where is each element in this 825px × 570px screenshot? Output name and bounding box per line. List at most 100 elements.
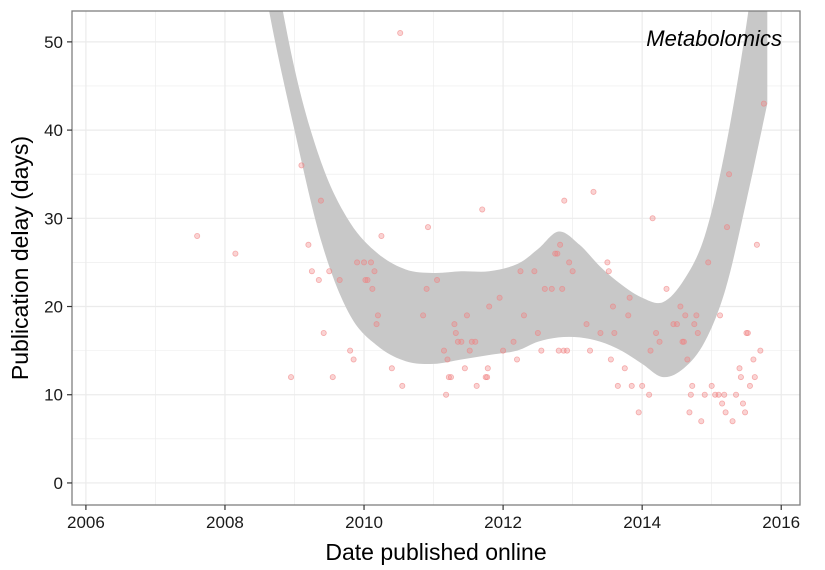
data-point bbox=[434, 277, 441, 284]
data-point bbox=[680, 338, 687, 345]
data-point bbox=[736, 365, 743, 372]
data-point bbox=[682, 312, 689, 319]
data-point bbox=[694, 329, 701, 336]
data-point bbox=[687, 391, 694, 398]
data-point bbox=[559, 285, 566, 292]
data-point bbox=[569, 268, 576, 275]
data-point bbox=[447, 374, 454, 381]
data-point bbox=[635, 409, 642, 416]
data-point bbox=[288, 374, 295, 381]
data-point bbox=[717, 312, 724, 319]
data-point bbox=[538, 347, 545, 354]
data-point bbox=[326, 268, 333, 275]
data-point bbox=[590, 188, 597, 195]
data-point bbox=[452, 329, 459, 336]
data-point bbox=[420, 312, 427, 319]
data-point bbox=[614, 382, 621, 389]
y-tick-label: 50 bbox=[44, 33, 63, 52]
data-point bbox=[757, 347, 764, 354]
data-point bbox=[520, 312, 527, 319]
data-point bbox=[463, 312, 470, 319]
data-point bbox=[484, 374, 491, 381]
data-point bbox=[510, 338, 517, 345]
data-point bbox=[315, 277, 322, 284]
data-point bbox=[663, 285, 670, 292]
data-point bbox=[473, 382, 480, 389]
data-point bbox=[625, 312, 632, 319]
data-point bbox=[552, 250, 559, 257]
data-point bbox=[733, 391, 740, 398]
data-point bbox=[691, 321, 698, 328]
data-point bbox=[232, 250, 239, 257]
data-point bbox=[374, 312, 381, 319]
data-point bbox=[583, 321, 590, 328]
data-point bbox=[517, 268, 524, 275]
data-point bbox=[656, 338, 663, 345]
data-point bbox=[677, 303, 684, 310]
data-point bbox=[350, 356, 357, 363]
data-point bbox=[646, 391, 653, 398]
data-point bbox=[194, 232, 201, 239]
data-point bbox=[373, 321, 380, 328]
data-point bbox=[760, 100, 767, 107]
data-point bbox=[444, 356, 451, 363]
data-point bbox=[723, 224, 730, 231]
data-point bbox=[561, 197, 568, 204]
data-point bbox=[753, 241, 760, 248]
data-point bbox=[388, 365, 395, 372]
data-point bbox=[466, 347, 473, 354]
smooth-band bbox=[269, 11, 768, 378]
y-axis: 0 10 20 30 40 50 bbox=[44, 33, 72, 493]
x-tick-label: 2016 bbox=[762, 513, 800, 532]
panel-background bbox=[72, 11, 800, 505]
panel-border bbox=[71, 10, 801, 506]
data-point bbox=[320, 329, 327, 336]
data-point bbox=[686, 409, 693, 416]
data-point bbox=[308, 268, 315, 275]
data-point bbox=[458, 338, 465, 345]
data-point bbox=[362, 277, 369, 284]
data-point bbox=[496, 294, 503, 301]
data-point bbox=[693, 312, 700, 319]
data-point bbox=[649, 215, 656, 222]
data-point bbox=[607, 356, 614, 363]
data-point bbox=[305, 241, 312, 248]
y-tick-label: 0 bbox=[54, 474, 63, 493]
data-point bbox=[378, 232, 385, 239]
data-point bbox=[715, 391, 722, 398]
data-point bbox=[689, 382, 696, 389]
data-point bbox=[534, 329, 541, 336]
data-point bbox=[440, 347, 447, 354]
data-point bbox=[729, 418, 736, 425]
data-point bbox=[347, 347, 354, 354]
data-point bbox=[621, 365, 628, 372]
data-point bbox=[445, 374, 452, 381]
data-point bbox=[472, 338, 479, 345]
data-point bbox=[737, 374, 744, 381]
data-point bbox=[484, 365, 491, 372]
data-point bbox=[611, 329, 618, 336]
data-point bbox=[555, 347, 562, 354]
data-point bbox=[604, 259, 611, 266]
data-point bbox=[639, 382, 646, 389]
data-point bbox=[750, 356, 757, 363]
data-point bbox=[684, 356, 691, 363]
data-point bbox=[329, 374, 336, 381]
data-point bbox=[531, 268, 538, 275]
data-point bbox=[500, 347, 507, 354]
data-point bbox=[461, 365, 468, 372]
x-axis-title: Date published online bbox=[325, 539, 546, 565]
data-point bbox=[701, 391, 708, 398]
data-point bbox=[673, 321, 680, 328]
data-point bbox=[708, 382, 715, 389]
grid-lines bbox=[72, 11, 800, 505]
x-tick-label: 2012 bbox=[484, 513, 522, 532]
data-point bbox=[364, 277, 371, 284]
data-point bbox=[548, 285, 555, 292]
data-point bbox=[451, 321, 458, 328]
data-point bbox=[423, 285, 430, 292]
data-point bbox=[722, 409, 729, 416]
data-point bbox=[566, 259, 573, 266]
y-tick-label: 30 bbox=[44, 209, 63, 228]
